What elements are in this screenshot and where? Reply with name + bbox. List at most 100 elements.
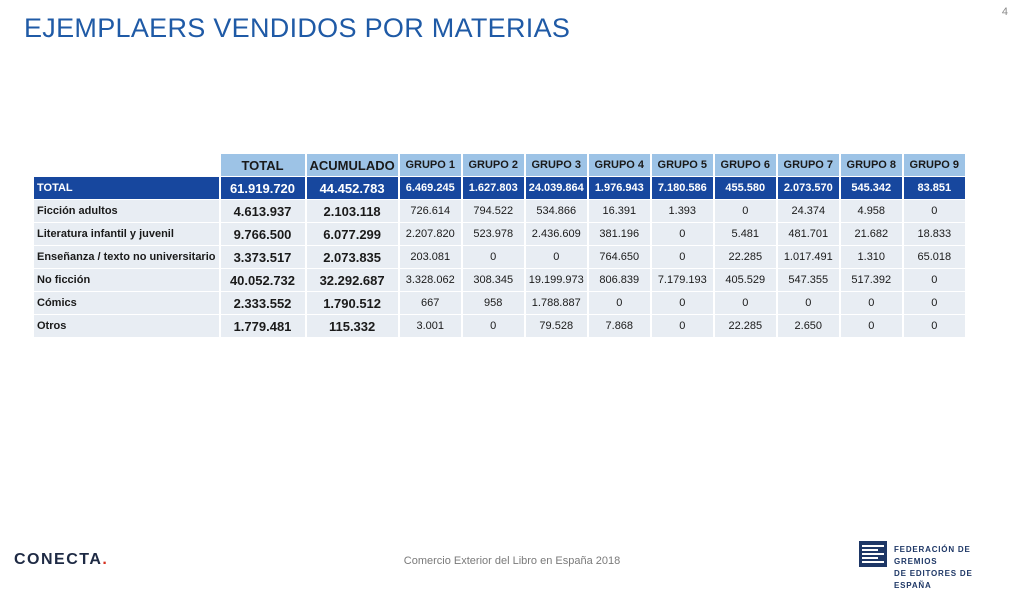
table-cell: 0 (651, 223, 713, 245)
page-number: 4 (1001, 6, 1008, 18)
table-cell: 0 (903, 292, 965, 314)
row-label: Otros (34, 315, 219, 337)
conecta-logo-text: CONECTA (14, 551, 103, 568)
table-cell: 2.650 (777, 315, 839, 337)
sales-table: TOTAL ACUMULADO GRUPO 1 GRUPO 2 GRUPO 3 … (32, 153, 967, 338)
table-row: Literatura infantil y juvenil 9.766.500 6.… (34, 223, 965, 245)
table-cell: 21.682 (840, 223, 902, 245)
table-cell: 0 (840, 292, 902, 314)
table-cell: 32.292.687 (306, 269, 398, 291)
table-header-row: TOTAL ACUMULADO GRUPO 1 GRUPO 2 GRUPO 3 … (34, 154, 965, 176)
table-cell: 65.018 (903, 246, 965, 268)
table-cell: 1.788.887 (525, 292, 587, 314)
table-cell: 1.310 (840, 246, 902, 268)
table-cell: 4.613.937 (220, 200, 305, 222)
table-cell: 4.958 (840, 200, 902, 222)
table-cell: 18.833 (903, 223, 965, 245)
table-row: Cómics 2.333.552 1.790.512 667 958 1.788.887 0… (34, 292, 965, 314)
page-title: EJEMPLAERS VENDIDOS POR MATERIAS (24, 13, 571, 43)
table-cell: 6.077.299 (306, 223, 398, 245)
table-cell: 1.976.943 (588, 177, 650, 199)
table-total-row: TOTAL 61.919.720 44.452.783 6.469.245 1.627.… (34, 177, 965, 199)
table-cell: 1.393 (651, 200, 713, 222)
row-label: Cómics (34, 292, 219, 314)
footer-source: Comercio Exterior del Libro en España 20… (403, 555, 621, 567)
table-cell: 958 (462, 292, 524, 314)
table-cell: 7.180.586 (651, 177, 713, 199)
row-label: TOTAL (34, 177, 219, 199)
row-label: No ficción (34, 269, 219, 291)
table-cell: 517.392 (840, 269, 902, 291)
table-cell: 308.345 (462, 269, 524, 291)
column-header: TOTAL (220, 154, 305, 176)
table-cell: 2.103.118 (306, 200, 398, 222)
table-cell: 1.017.491 (777, 246, 839, 268)
column-header: GRUPO 2 (462, 154, 524, 176)
table-cell: 83.851 (903, 177, 965, 199)
table-cell: 22.285 (714, 315, 776, 337)
table-cell: 203.081 (399, 246, 461, 268)
table-cell: 115.332 (306, 315, 398, 337)
table-cell: 545.342 (840, 177, 902, 199)
table-cell: 0 (462, 315, 524, 337)
table-cell: 16.391 (588, 200, 650, 222)
table-cell: 0 (840, 315, 902, 337)
table-cell: 0 (903, 269, 965, 291)
fege-logo-text: FEDERACIÓN DE GREMIOS DE EDITORES DE ESP… (894, 544, 1009, 592)
table-cell: 405.529 (714, 269, 776, 291)
table-cell: 1.627.803 (462, 177, 524, 199)
table-cell: 9.766.500 (220, 223, 305, 245)
table-cell: 806.839 (588, 269, 650, 291)
table-cell: 0 (651, 315, 713, 337)
table-cell: 3.373.517 (220, 246, 305, 268)
table-cell: 1.779.481 (220, 315, 305, 337)
table-cell: 381.196 (588, 223, 650, 245)
fege-logo: FEDERACIÓN DE GREMIOS DE EDITORES DE ESP… (859, 540, 1009, 590)
table-cell: 764.650 (588, 246, 650, 268)
table-cell: 5.481 (714, 223, 776, 245)
row-label: Enseñanza / texto no universitario (34, 246, 219, 268)
table-cell: 2.207.820 (399, 223, 461, 245)
table-cell: 0 (903, 200, 965, 222)
conecta-logo: CONECTA. (14, 551, 108, 569)
table-cell: 481.701 (777, 223, 839, 245)
table-cell: 0 (714, 292, 776, 314)
table-row: Ficción adultos 4.613.937 2.103.118 726.614… (34, 200, 965, 222)
table-cell: 0 (777, 292, 839, 314)
column-header: ACUMULADO (306, 154, 398, 176)
table-cell: 44.452.783 (306, 177, 398, 199)
table-cell: 7.179.193 (651, 269, 713, 291)
table-cell: 3.328.062 (399, 269, 461, 291)
table-cell: 0 (588, 292, 650, 314)
table-cell: 79.528 (525, 315, 587, 337)
table-cell: 2.073.570 (777, 177, 839, 199)
table-cell: 3.001 (399, 315, 461, 337)
column-header: GRUPO 9 (903, 154, 965, 176)
row-label: Literatura infantil y juvenil (34, 223, 219, 245)
table-cell: 726.614 (399, 200, 461, 222)
column-header: GRUPO 4 (588, 154, 650, 176)
table-cell: 534.866 (525, 200, 587, 222)
column-header: GRUPO 8 (840, 154, 902, 176)
table-cell: 0 (714, 200, 776, 222)
table-cell: 667 (399, 292, 461, 314)
column-header: GRUPO 6 (714, 154, 776, 176)
conecta-logo-dot: . (102, 551, 109, 568)
table-cell: 547.355 (777, 269, 839, 291)
header-corner (34, 154, 219, 176)
table-cell: 0 (903, 315, 965, 337)
table-cell: 1.790.512 (306, 292, 398, 314)
table-cell: 794.522 (462, 200, 524, 222)
table-row: No ficción 40.052.732 32.292.687 3.328.062 3… (34, 269, 965, 291)
column-header: GRUPO 3 (525, 154, 587, 176)
table-cell: 523.978 (462, 223, 524, 245)
table-cell: 40.052.732 (220, 269, 305, 291)
table-cell: 19.199.973 (525, 269, 587, 291)
table-cell: 24.374 (777, 200, 839, 222)
column-header: GRUPO 5 (651, 154, 713, 176)
table-cell: 2.333.552 (220, 292, 305, 314)
row-label: Ficción adultos (34, 200, 219, 222)
table-cell: 0 (525, 246, 587, 268)
table-cell: 22.285 (714, 246, 776, 268)
table-cell: 0 (651, 246, 713, 268)
